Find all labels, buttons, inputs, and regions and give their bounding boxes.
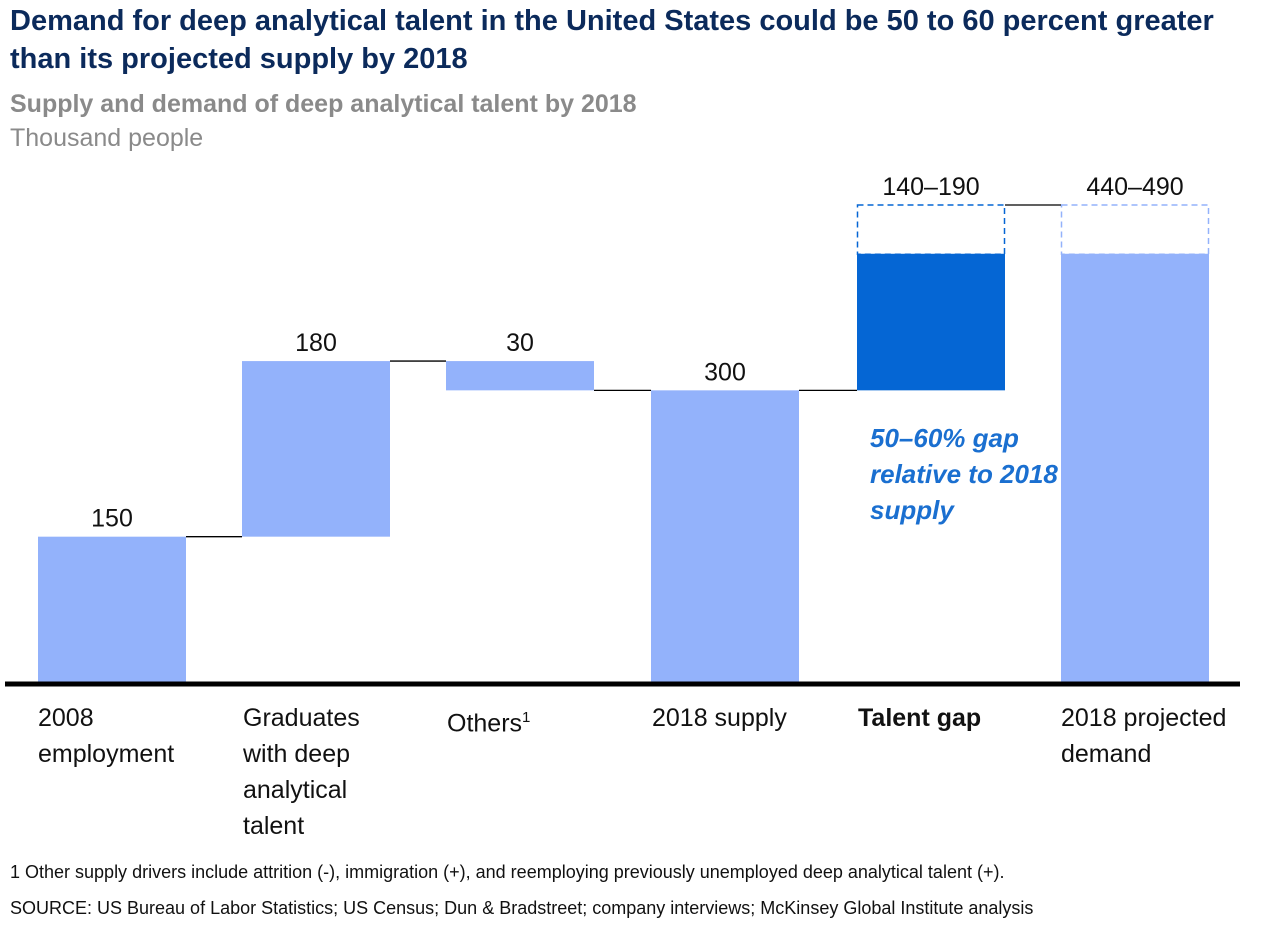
category-label-others: Others1 bbox=[447, 709, 531, 738]
bar-others bbox=[446, 361, 594, 391]
value-label-others: 30 bbox=[506, 329, 534, 357]
chart-subtitle: Supply and demand of deep analytical tal… bbox=[10, 90, 637, 118]
category-label-graduates: Graduates with deep analytical talent bbox=[243, 704, 360, 840]
category-label-2018-projected-demand: 2018 projected demand bbox=[1061, 704, 1227, 768]
bar-talent-gap bbox=[857, 253, 1005, 391]
bar-2018-supply bbox=[651, 390, 799, 683]
bar-2018-projected-demand bbox=[1061, 253, 1209, 683]
range-bar-outline-talent-gap bbox=[856, 204, 1006, 256]
unit-label: Thousand people bbox=[10, 124, 204, 152]
category-label-talent-gap: Talent gap bbox=[858, 704, 982, 732]
value-label-2008-employment: 150 bbox=[91, 505, 133, 533]
bar-graduates bbox=[242, 361, 390, 537]
range-bar-outline-2018-projected-demand bbox=[1060, 204, 1210, 256]
value-label-graduates: 180 bbox=[295, 329, 337, 357]
footnote: 1 Other supply drivers include attrition… bbox=[10, 862, 1005, 882]
source-note: SOURCE: US Bureau of Labor Statistics; U… bbox=[10, 898, 1034, 918]
category-label-2008-employment: 2008 employment bbox=[38, 704, 175, 768]
bar-2008-employment bbox=[38, 536, 186, 683]
footnote-marker: 1 bbox=[522, 709, 531, 726]
value-label-2018-supply: 300 bbox=[704, 358, 746, 386]
value-label-2018-projected-demand: 440–490 bbox=[1086, 173, 1183, 201]
value-label-talent-gap: 140–190 bbox=[882, 173, 979, 201]
chart-title: Demand for deep analytical talent in the… bbox=[10, 5, 1214, 75]
category-label-2018-supply: 2018 supply bbox=[652, 704, 787, 732]
gap-annotation: 50–60% gap relative to 2018 supply bbox=[870, 423, 1058, 525]
